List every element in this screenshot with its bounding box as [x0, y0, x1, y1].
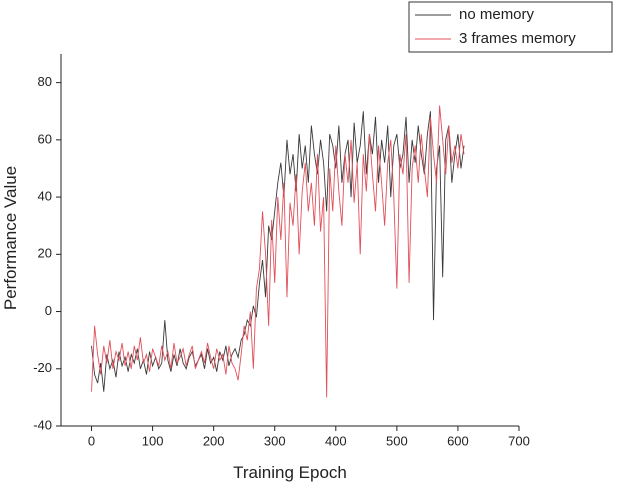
y-tick-label: 40	[38, 189, 52, 204]
x-tick-label: 300	[264, 433, 286, 448]
legend-label: no memory	[459, 6, 535, 23]
y-tick-label: 20	[38, 246, 52, 261]
legend-box	[408, 1, 613, 53]
x-tick-label: 500	[386, 433, 408, 448]
legend-label: 3 frames memory	[459, 30, 576, 47]
x-tick-label: 600	[447, 433, 469, 448]
y-tick-label: -40	[33, 417, 52, 432]
y-tick-label: 0	[45, 303, 52, 318]
x-tick-label: 700	[508, 433, 530, 448]
y-tick-label: 80	[38, 74, 52, 89]
data-line	[91, 111, 465, 392]
y-tick-label: 60	[38, 131, 52, 146]
y-tick-label: -20	[33, 360, 52, 375]
x-tick-label: 100	[142, 433, 164, 448]
data-line	[91, 105, 465, 398]
x-tick-label: 400	[325, 433, 347, 448]
y-axis-title: Performance Value	[1, 166, 20, 310]
x-axis-title: Training Epoch	[233, 463, 347, 482]
x-tick-label: 200	[203, 433, 225, 448]
x-tick-label: 0	[88, 433, 95, 448]
